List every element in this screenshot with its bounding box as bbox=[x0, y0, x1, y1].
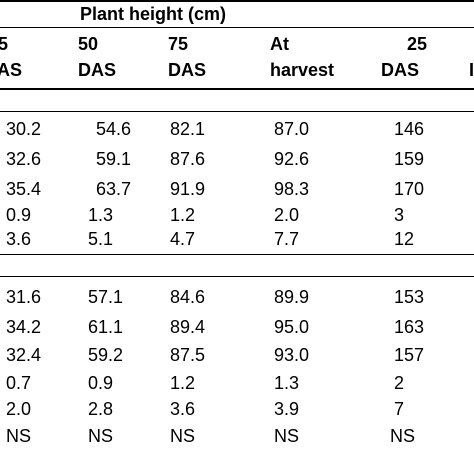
table-cell: 95.0 bbox=[274, 317, 310, 337]
col-header-4-line2: harvest bbox=[270, 60, 335, 80]
col-header-3-line2: DAS bbox=[168, 60, 207, 80]
table-cell: 63.7 bbox=[96, 179, 132, 199]
col-header-5-line1: 25 bbox=[407, 34, 428, 54]
rule-top bbox=[0, 0, 474, 2]
table-cell: 59.2 bbox=[88, 345, 124, 365]
table-cell: 2.0 bbox=[6, 399, 32, 419]
rule-section-1 bbox=[0, 111, 474, 112]
table-cell: 61.1 bbox=[88, 317, 124, 337]
group-header-plant-height: Plant height (cm) bbox=[80, 4, 227, 24]
table-cell: 57.1 bbox=[88, 287, 124, 307]
table-cell: 3.9 bbox=[274, 399, 300, 419]
table-cell: NS bbox=[170, 426, 196, 446]
table-cell: 35.4 bbox=[6, 179, 42, 199]
table-cell: 5.1 bbox=[88, 229, 114, 249]
table-cell: 34.2 bbox=[6, 317, 42, 337]
col-header-5-line2: DAS bbox=[381, 60, 420, 80]
table-cell: 1.3 bbox=[88, 205, 114, 225]
table-cell: 0.9 bbox=[88, 373, 114, 393]
table-cell: 91.9 bbox=[170, 179, 206, 199]
col-header-2-line2: DAS bbox=[78, 60, 117, 80]
table-cell: 1.2 bbox=[170, 205, 196, 225]
table-cell: 3 bbox=[394, 205, 405, 225]
table-cell: 54.6 bbox=[96, 119, 132, 139]
table-cell: 87.0 bbox=[274, 119, 310, 139]
table-cell: 89.4 bbox=[170, 317, 206, 337]
table-cell: NS bbox=[6, 426, 32, 446]
table-cell: 87.6 bbox=[170, 149, 206, 169]
table-cell: 2.8 bbox=[88, 399, 114, 419]
table-cell: 163 bbox=[394, 317, 425, 337]
col-header-2-line1: 50 bbox=[78, 34, 99, 54]
table-cell: 7.7 bbox=[274, 229, 300, 249]
table-cell: 3.6 bbox=[170, 399, 196, 419]
table-cell: 1.2 bbox=[170, 373, 196, 393]
rule-header-bottom bbox=[0, 88, 474, 90]
table-cell: 7 bbox=[394, 399, 405, 419]
table-cell: 2.0 bbox=[274, 205, 300, 225]
table-cell: 82.1 bbox=[170, 119, 206, 139]
col-header-3-line1: 75 bbox=[168, 34, 189, 54]
table-cell: 1.3 bbox=[274, 373, 300, 393]
table-cell: 89.9 bbox=[274, 287, 310, 307]
col-header-6-line2: I bbox=[469, 60, 474, 80]
table-cell: NS bbox=[274, 426, 300, 446]
table-cell: 59.1 bbox=[96, 149, 132, 169]
table-cell: 32.4 bbox=[6, 345, 42, 365]
table-cell: NS bbox=[390, 426, 416, 446]
table-cell: 3.6 bbox=[6, 229, 32, 249]
table-cell: 0.7 bbox=[6, 373, 32, 393]
table-cell: NS bbox=[88, 426, 114, 446]
table-cell: 98.3 bbox=[274, 179, 310, 199]
table-cell: 0.9 bbox=[6, 205, 32, 225]
rule-group-header bbox=[0, 27, 474, 28]
col-header-4-line1: At bbox=[270, 34, 289, 54]
table-cell: 87.5 bbox=[170, 345, 206, 365]
table-cell: 159 bbox=[394, 149, 425, 169]
table-cell: 92.6 bbox=[274, 149, 310, 169]
rule-section-2-top bbox=[0, 254, 474, 255]
table-cell: 2 bbox=[394, 373, 405, 393]
table-cell: 31.6 bbox=[6, 287, 42, 307]
table-cell: 30.2 bbox=[6, 119, 42, 139]
table-cell: 157 bbox=[394, 345, 425, 365]
table-cell: 32.6 bbox=[6, 149, 42, 169]
table-cell: 84.6 bbox=[170, 287, 206, 307]
table-cell: 170 bbox=[394, 179, 425, 199]
table-cell: 146 bbox=[394, 119, 425, 139]
table-cell: 12 bbox=[394, 229, 415, 249]
col-header-1-line2: DAS bbox=[0, 60, 23, 80]
table-cell: 93.0 bbox=[274, 345, 310, 365]
col-header-1-line1: 5 bbox=[0, 34, 9, 54]
table-cell: 153 bbox=[394, 287, 425, 307]
table-cell: 4.7 bbox=[170, 229, 196, 249]
rule-section-2 bbox=[0, 276, 474, 277]
